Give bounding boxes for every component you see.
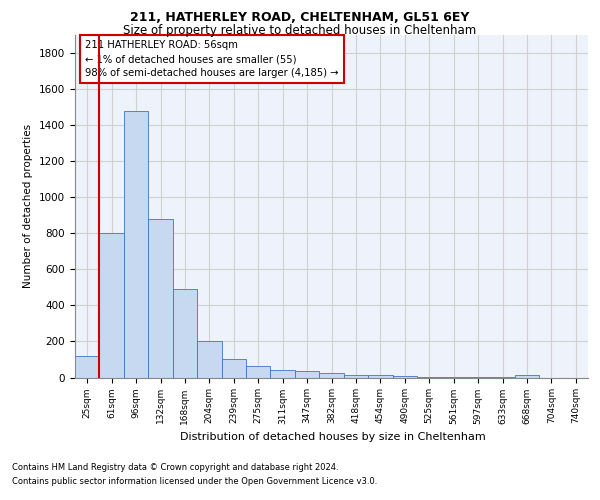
Bar [197, 340, 221, 378]
Text: 211, HATHERLEY ROAD, CHELTENHAM, GL51 6EY: 211, HATHERLEY ROAD, CHELTENHAM, GL51 6E… [130, 11, 470, 24]
Bar [221, 360, 246, 378]
Bar [75, 356, 100, 378]
Bar [344, 375, 368, 378]
Bar [417, 376, 442, 378]
Bar [271, 370, 295, 378]
Bar [148, 219, 173, 378]
Bar [515, 375, 539, 378]
Bar [392, 376, 417, 378]
Text: Distribution of detached houses by size in Cheltenham: Distribution of detached houses by size … [180, 432, 486, 442]
Text: Contains HM Land Registry data © Crown copyright and database right 2024.: Contains HM Land Registry data © Crown c… [12, 464, 338, 472]
Bar [442, 376, 466, 378]
Bar [124, 110, 148, 378]
Text: Size of property relative to detached houses in Cheltenham: Size of property relative to detached ho… [124, 24, 476, 37]
Bar [295, 371, 319, 378]
Bar [368, 375, 392, 378]
Bar [490, 376, 515, 378]
Y-axis label: Number of detached properties: Number of detached properties [23, 124, 34, 288]
Bar [173, 289, 197, 378]
Text: Contains public sector information licensed under the Open Government Licence v3: Contains public sector information licen… [12, 477, 377, 486]
Bar [246, 366, 271, 378]
Bar [100, 234, 124, 378]
Text: 211 HATHERLEY ROAD: 56sqm
← 1% of detached houses are smaller (55)
98% of semi-d: 211 HATHERLEY ROAD: 56sqm ← 1% of detach… [85, 40, 339, 78]
Bar [466, 376, 490, 378]
Bar [319, 373, 344, 378]
